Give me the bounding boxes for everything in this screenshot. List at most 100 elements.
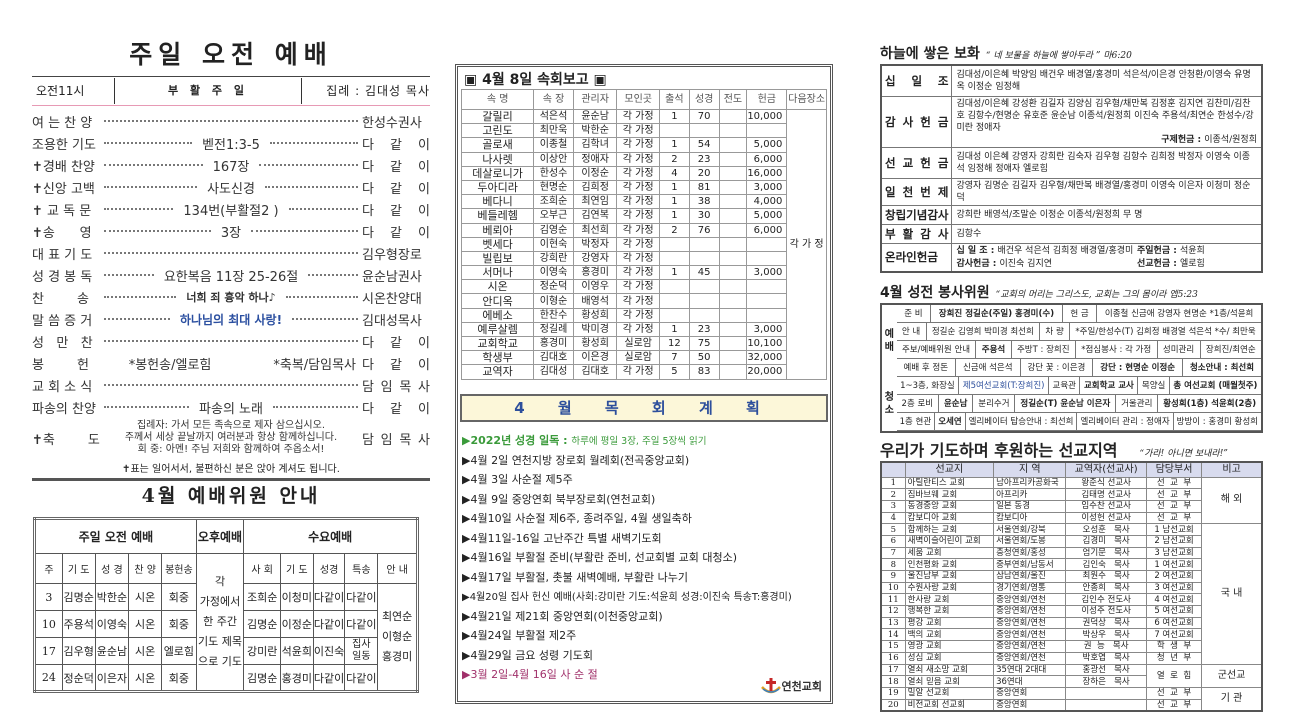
order-content: 벧전1:3-5 (202, 137, 260, 153)
report-cell: 홍경미 (533, 335, 574, 352)
report-cell (718, 108, 748, 125)
mission-cell: 선 교 부 (1145, 499, 1203, 513)
order-row: 찬 송 너희 죄 흉악 하나♪ 시온찬양대 (32, 286, 430, 308)
plan-item-text: ▶4월21일 제21회 중앙연회(이천중앙교회) (462, 609, 663, 623)
mission-row: 13 평강 교회 중앙연회/연천 권덕상 목사 6 여선교회 (880, 616, 1262, 630)
report-cell: 이영숙 (533, 265, 574, 281)
report-row: 안디옥 이형순 배영석 각 가정 (460, 293, 827, 309)
mission-cell: 3 여선교회 (1145, 581, 1203, 595)
mission-cell: 4 여선교회 (1145, 593, 1203, 607)
report-cell: 6,000 (746, 151, 788, 167)
report-cell (718, 250, 748, 267)
column-header: 찬 양 (128, 553, 163, 584)
order-row: 말 씀 증 거 하나님의 최대 사랑! 김대성목사 (32, 308, 430, 330)
report-cell: 5,000 (746, 208, 788, 224)
serve-cell: 강단 : 현명순 이정순 (1093, 359, 1184, 377)
order-content: *봉헌송/엘로힘 (128, 357, 212, 373)
dot-leader (104, 384, 358, 386)
offering-table: 십 일 조 김대성/이은혜 박양임 배건우 배경열/홍경미 석은석/이은경 안청환… (880, 64, 1263, 273)
plan-item-text: ▶4월10일 사순절 제6주, 종려주일, 4월 생일축하 (462, 512, 692, 525)
mission-cell: 선 교 부 (1145, 488, 1203, 501)
mission-cell: 4 (880, 511, 906, 525)
offering-names: 강영자 김명순 김길자 김우형/채만복 배경열/홍경미 이영숙 이은자 이청미 … (951, 177, 1263, 206)
plan-item-text: ▶4월 3일 사순절 제5주 (462, 473, 573, 486)
mission-cell: 35연대 2대대 (993, 663, 1067, 677)
report-row: 서머나 이영숙 홍경미 각 가정 1 45 3,000 (460, 265, 827, 281)
order-row: 봉 헌 *봉헌송/엘로힘 *축복/담임목사 다 같 이 (32, 352, 430, 374)
sunday-cell: 윤순남 (94, 637, 130, 665)
serve-line: 2층 로비 윤순남 분리수거 정길순(T) 윤순남 이은자 거울관리 황성희(1층) 석윤… (896, 395, 1262, 413)
report-row: 데살로니가 한성수 이정순 각 가정 4 20 16,000 (460, 165, 827, 181)
dot-leader (269, 142, 358, 144)
report-cell: 홍경미 (572, 265, 618, 281)
column-header: 주 (34, 553, 63, 584)
order-row: ✝송 영 3장 다 같 이 (32, 220, 430, 242)
report-cell: 강영자 (572, 250, 618, 267)
report-cell (746, 250, 788, 267)
order-label: 성 만 찬 (32, 335, 93, 351)
report-cell: 고린도 (460, 123, 535, 139)
order-label: 조용한 기도 (32, 137, 96, 153)
report-cell: 빌립보 (460, 250, 535, 267)
report-row: 학생부 김대호 이은경 실로암 7 50 32,000 (460, 350, 827, 366)
column-header: 성 경 (94, 553, 130, 584)
plan-item: ▶4월29일 금요 성령 기도회 (462, 646, 824, 666)
mission-row: 8 인천평화 교회 중부연회/남동서 김인숙 목사 1 여선교회 (880, 558, 1262, 571)
plan-item: ▶4월21일 제21회 중앙연회(이천중앙교회) (462, 607, 824, 627)
offering-row: 부 활 감 사 김항수 (880, 223, 1263, 244)
online-value: 엘로힘 (1180, 258, 1205, 269)
mission-row: 15 영광 교회 중앙연회/연천 권 능 목사 학 생 부 (880, 640, 1262, 653)
serve-cell: 준 비 (896, 305, 932, 323)
sunday-cell: 시온 (128, 610, 163, 638)
online-grid: 십 일 조 : 배건우 석은석 김희정 배경열/홍경미 주일헌금 : 석윤희 감사헌… (956, 245, 1257, 270)
plan-item-text: ▶4월11일-16일 고난주간 특별 새벽기도회 (462, 531, 662, 545)
sunday-cell: 회중 (161, 610, 197, 638)
sunday-cell: 이은자 (94, 664, 130, 692)
wednesday-cell: 집사 일동 (344, 637, 379, 665)
serve-section-char: 소 (884, 405, 894, 416)
dot-leader (264, 186, 358, 188)
report-cell: 김학녀 (572, 137, 618, 153)
wednesday-cell: 다같이 (312, 583, 346, 611)
report-cell (718, 194, 748, 210)
report-row: 갈릴리 석은석 윤순남 각 가정 1 70 10,000 각 가 정 (460, 108, 827, 380)
report-cell: 81 (688, 179, 720, 196)
mission-cell: 박호엽 목사 (1065, 651, 1147, 665)
report-cell: 학생부 (460, 350, 535, 366)
mission-header (880, 461, 906, 478)
mission-cell: 6 여선교회 (1145, 616, 1203, 630)
order-label: 성 경 봉 독 (32, 269, 93, 285)
plan-item-text: ▶4월20일 집사 헌신 예배(사회:강미란 기도:석윤희 성경:이진숙 특송T… (462, 592, 792, 603)
afternoon-note: 각 가정에서 한 주간 기도 제목 으로 기도 (195, 553, 245, 692)
serve-cell: 윤순남 (939, 395, 974, 413)
report-cell: 실로암 (616, 335, 660, 352)
report-cell: 두아디라 (460, 179, 535, 196)
offering-quote: “ 네 보물을 하늘에 쌓아두라 ” 마6:20 (985, 51, 1132, 61)
group-header: 주일 오전 예배 (34, 518, 197, 554)
column-header: 성경 (312, 553, 346, 584)
sunday-cell: 시온 (128, 583, 163, 611)
dot-leader (104, 142, 193, 144)
report-cell (746, 279, 788, 295)
mission-row: 5 함께하는 교회 서울연회/강북 오성훈 목사 1 남선교회 국 내 (880, 523, 1263, 665)
report-cell: 실로암 (616, 350, 660, 366)
report-cell: 12 (658, 335, 690, 352)
mission-remark: 국 내 (1201, 523, 1263, 665)
order-row: ✝신앙 고백 사도신경 다 같 이 (32, 176, 430, 198)
offering-heading: 하늘에 쌓은 보화 “ 네 보물을 하늘에 쌓아두라 ” 마6:20 (880, 40, 1270, 64)
plan-item-text: ▶4월 9일 중앙연회 북부장로회(연천교회) (462, 492, 656, 506)
order-label: 교 회 소 식 (32, 379, 93, 395)
mission-cell: 1 (880, 476, 906, 490)
mission-cell: 권 능 목사 (1065, 640, 1147, 653)
offering-row: 일 천 번 제 강영자 김명순 김길자 김우형/채만복 배경열/홍경미 이영숙 이… (880, 177, 1263, 206)
order-row: 조용한 기도 벧전1:3-5 다 같 이 (32, 132, 430, 154)
report-cell: 3,000 (746, 265, 788, 281)
report-cell: 박미경 (572, 321, 618, 338)
online-item: 십 일 조 : 배건우 석은석 김희정 배경열/홍경미 (956, 245, 1137, 257)
mission-cell: 박상우 목사 (1065, 628, 1147, 642)
order-leader: 다 같 이 (362, 357, 430, 373)
report-cell: 정애자 (572, 151, 618, 167)
serve-cells: 주보/예배위원 안내 주용석 주방T : 장희진 *점심봉사 : 각 가정 성미관리 장희… (896, 341, 1262, 359)
report-cell (718, 179, 748, 196)
